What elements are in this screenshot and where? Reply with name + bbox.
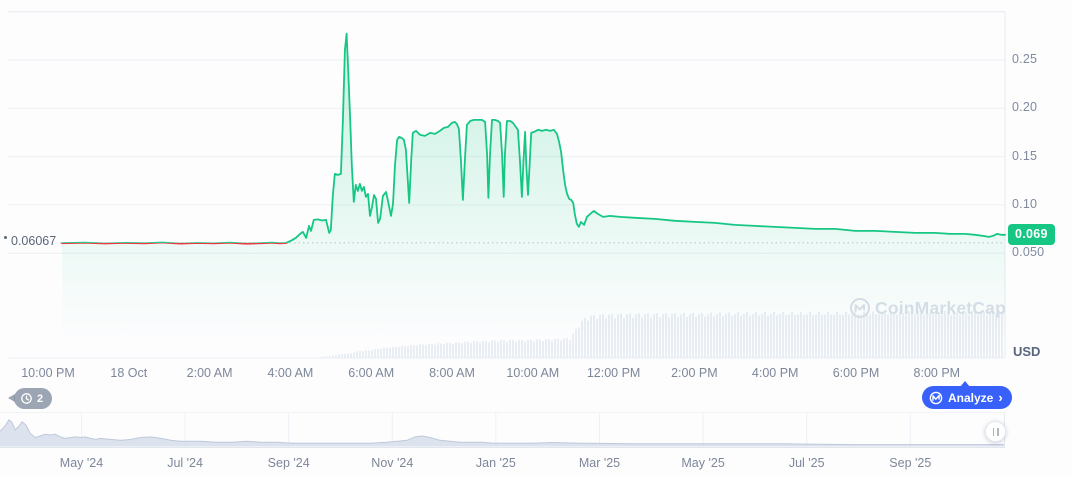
- currency-label: USD: [1013, 344, 1041, 359]
- history-clock-icon: [21, 393, 32, 404]
- y-axis-tick-label: 0.050: [1012, 245, 1045, 260]
- navigator-tick-label: Jan '25: [475, 456, 516, 470]
- y-axis-tick-label: 0.15: [1012, 148, 1038, 163]
- history-count-badge[interactable]: 2: [7, 388, 53, 409]
- open-price-label: 0.06067: [4, 234, 56, 248]
- open-price-value: 0.06067: [11, 233, 57, 248]
- x-axis-tick-label: 6:00 PM: [832, 366, 880, 380]
- navigator-tick-label: Sep '25: [889, 456, 932, 470]
- x-axis-tick-label: 2:00 AM: [186, 366, 233, 380]
- x-axis-tick-label: 2:00 PM: [671, 366, 718, 380]
- x-axis-tick-label: 4:00 AM: [267, 366, 314, 380]
- current-price-badge: 0.069: [1008, 223, 1055, 245]
- reference-dot-icon: [4, 236, 7, 240]
- cmc-logo-icon: [929, 391, 943, 404]
- navigator-tick-label: May '25: [681, 456, 725, 470]
- chevron-right-icon: ›: [998, 389, 1003, 405]
- navigator-tick-label: Jul '25: [788, 456, 825, 470]
- x-axis-tick-label: 8:00 PM: [913, 366, 961, 380]
- navigator-tick-label: Jul '24: [167, 456, 203, 470]
- navigator-tick-label: Nov '24: [371, 456, 414, 470]
- x-axis-tick-label: 18 Oct: [110, 366, 148, 380]
- x-axis-tick-label: 6:00 AM: [348, 366, 395, 380]
- navigator-handle[interactable]: [985, 421, 1006, 442]
- x-axis-tick-label: 10:00 PM: [21, 366, 75, 380]
- navigator-tick-label: May '24: [59, 456, 104, 470]
- analyze-label: Analyze: [948, 390, 994, 405]
- y-axis-tick-label: 0.10: [1012, 196, 1038, 211]
- analyze-button[interactable]: Analyze ›: [922, 381, 1012, 409]
- navigator-tick-label: Mar '25: [578, 456, 621, 470]
- y-axis-tick-label: 0.20: [1012, 100, 1038, 115]
- history-count: 2: [37, 392, 44, 405]
- x-axis-tick-label: 10:00 AM: [506, 366, 560, 380]
- y-axis-tick-label: 0.25: [1012, 52, 1038, 66]
- price-chart-plot[interactable]: CoinMarketCap: [0, 0, 1072, 362]
- x-axis-tick-label: 4:00 PM: [751, 366, 799, 380]
- navigator-tick-label: Sep '24: [267, 456, 310, 470]
- range-navigator[interactable]: [0, 412, 1006, 448]
- x-axis-tick-label: 12:00 PM: [586, 366, 641, 380]
- x-axis-tick-label: 8:00 AM: [429, 366, 475, 380]
